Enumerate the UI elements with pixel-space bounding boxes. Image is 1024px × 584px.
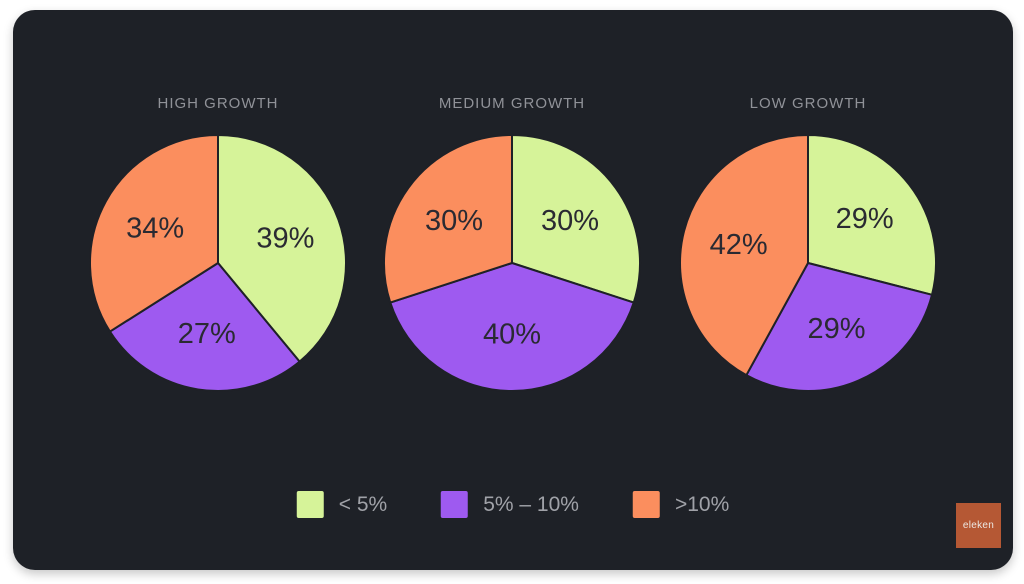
pie-slice-label: 34% — [126, 213, 184, 245]
pie-chart-low-growth: LOW GROWTH 29% 29% 42% — [678, 94, 938, 393]
pie-slice-label: 40% — [483, 319, 541, 351]
pie-svg-high-growth: 39% 27% 34% — [89, 134, 347, 392]
pie-slice-green — [807, 134, 937, 296]
eleken-logo-text: eleken — [962, 520, 995, 531]
pie-slice-purple — [389, 262, 635, 392]
pie-svg-medium-growth: 30% 40% 30% — [383, 134, 641, 392]
pie-slice-label: 42% — [710, 229, 768, 261]
pie-slice-orange — [89, 134, 219, 333]
pie-slice-green — [217, 134, 347, 363]
legend-label: < 5% — [338, 492, 388, 516]
pie-slice-orange — [679, 134, 809, 377]
legend-swatch-purple-icon — [441, 491, 469, 518]
pie-slice-purple — [745, 262, 933, 392]
pie-title: MEDIUM GROWTH — [438, 95, 586, 112]
pie-svg-low-growth: 29% 29% 42% — [679, 134, 937, 392]
pie-slice-label: 30% — [425, 205, 483, 237]
pie-chart-medium-growth: MEDIUM GROWTH 30% 40% 30% — [382, 94, 642, 393]
legend: < 5% 5% – 10% >10% — [296, 491, 730, 518]
pie-slice-green — [511, 134, 641, 304]
pie-title: HIGH GROWTH — [157, 95, 279, 112]
legend-item-5to10: 5% – 10% — [441, 491, 579, 518]
pie-slice-purple — [108, 262, 301, 392]
pie-slice-label: 29% — [807, 313, 865, 345]
legend-label: 5% – 10% — [483, 492, 579, 516]
legend-item-gt10: >10% — [632, 491, 730, 518]
pie-slice-label: 29% — [836, 203, 894, 235]
pie-title: LOW GROWTH — [749, 95, 867, 112]
slide-card: HIGH GROWTH 39% 27% 34% MEDIUM GROWTH 30% 4… — [13, 10, 1013, 570]
legend-swatch-orange-icon — [632, 491, 660, 518]
legend-swatch-green-icon — [296, 491, 324, 518]
pie-slice-label: 39% — [256, 223, 314, 255]
pie-slice-orange — [383, 134, 513, 304]
legend-label: >10% — [674, 492, 730, 516]
pie-slice-label: 27% — [178, 318, 236, 350]
legend-item-lt5: < 5% — [296, 491, 388, 518]
pie-slice-label: 30% — [541, 205, 599, 237]
eleken-logo: eleken — [956, 503, 1001, 548]
pie-chart-high-growth: HIGH GROWTH 39% 27% 34% — [88, 94, 348, 393]
